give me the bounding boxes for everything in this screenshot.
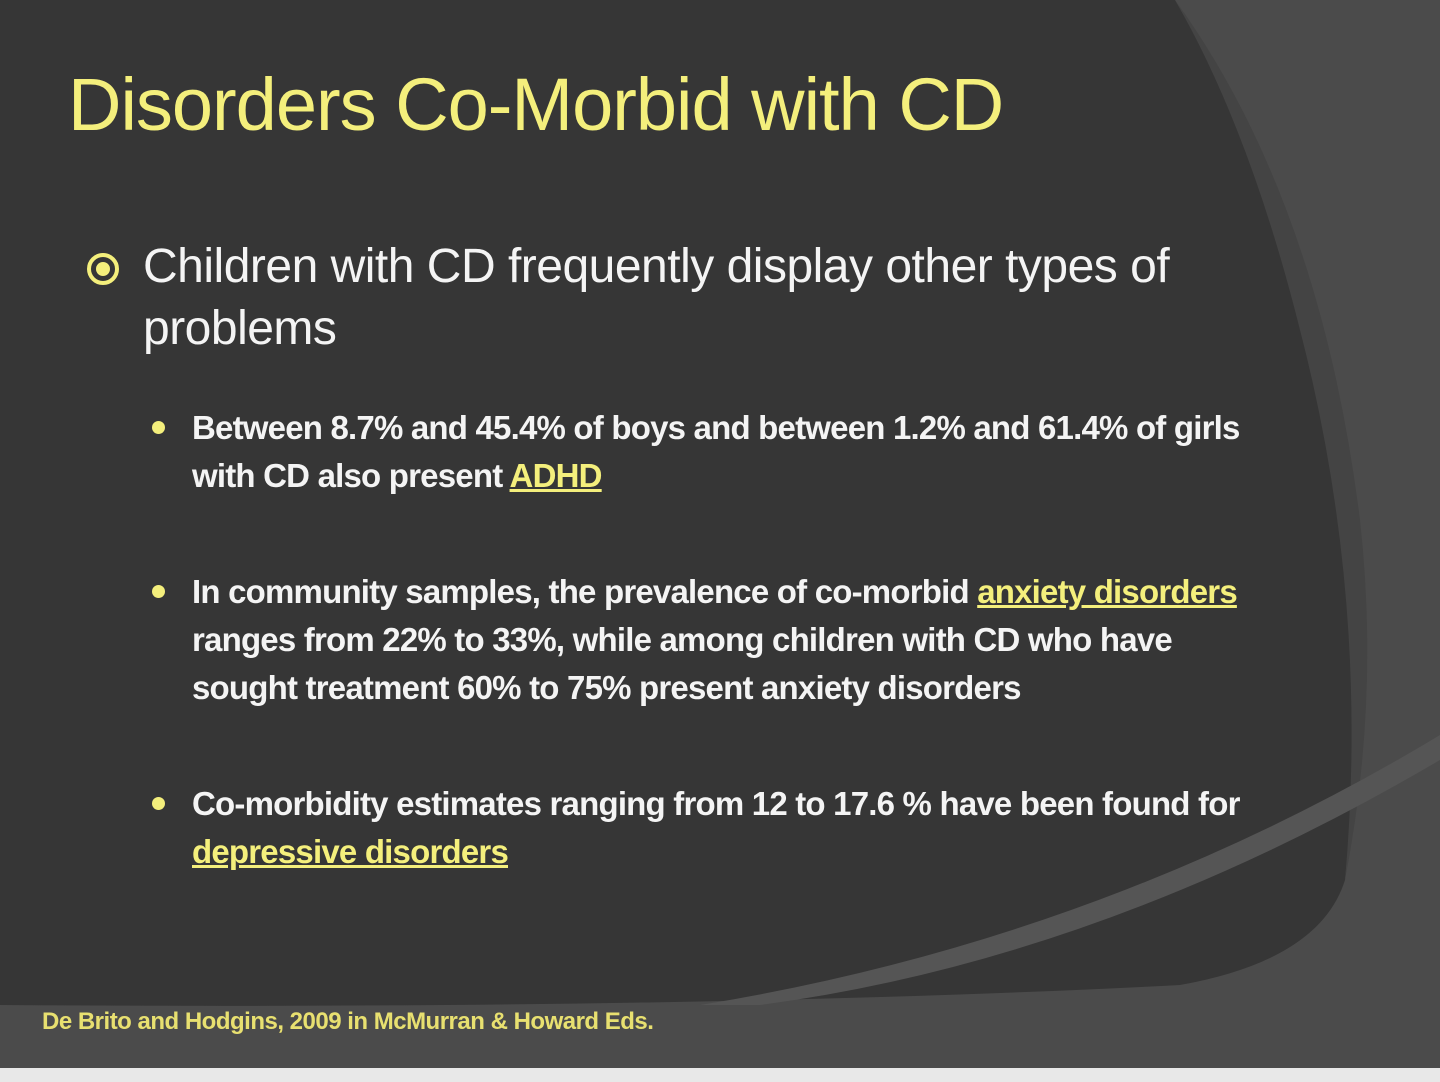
link[interactable]: anxiety disorders — [977, 573, 1237, 610]
background-arc — [0, 0, 1356, 1006]
sub-bullet-text: Co-morbidity estimates ranging from 12 t… — [192, 785, 1240, 822]
sub-bullet-text: Between 8.7% and 45.4% of boys and betwe… — [192, 409, 1240, 494]
main-bullet-text: Children with CD frequently display othe… — [143, 240, 1170, 355]
bullet-dot — [152, 421, 165, 434]
main-bullet: Children with CD frequently display othe… — [87, 236, 1253, 944]
sub-bullet: In community samples, the prevalence of … — [152, 568, 1252, 712]
sub-bullet-text: In community samples, the prevalence of … — [192, 573, 978, 610]
background-arc-edge — [0, 0, 1367, 880]
sub-bullet-text: ranges from 22% to 33%, while among chil… — [192, 621, 1173, 706]
citation: De Brito and Hodgins, 2009 in McMurran &… — [42, 1008, 654, 1035]
link[interactable]: depressive disorders — [192, 833, 509, 870]
bullet-dot — [152, 585, 165, 598]
sub-bullet: Co-morbidity estimates ranging from 12 t… — [152, 780, 1252, 876]
bullet-icon — [87, 253, 119, 285]
slide-title: Disorders Co-Morbid with CD — [68, 63, 1004, 146]
bottom-edge — [0, 1068, 1440, 1082]
bullet-dot — [152, 797, 165, 810]
link[interactable]: ADHD — [509, 457, 603, 494]
sub-bullets: Between 8.7% and 45.4% of boys and betwe… — [152, 404, 1252, 876]
sub-bullet: Between 8.7% and 45.4% of boys and betwe… — [152, 404, 1252, 500]
